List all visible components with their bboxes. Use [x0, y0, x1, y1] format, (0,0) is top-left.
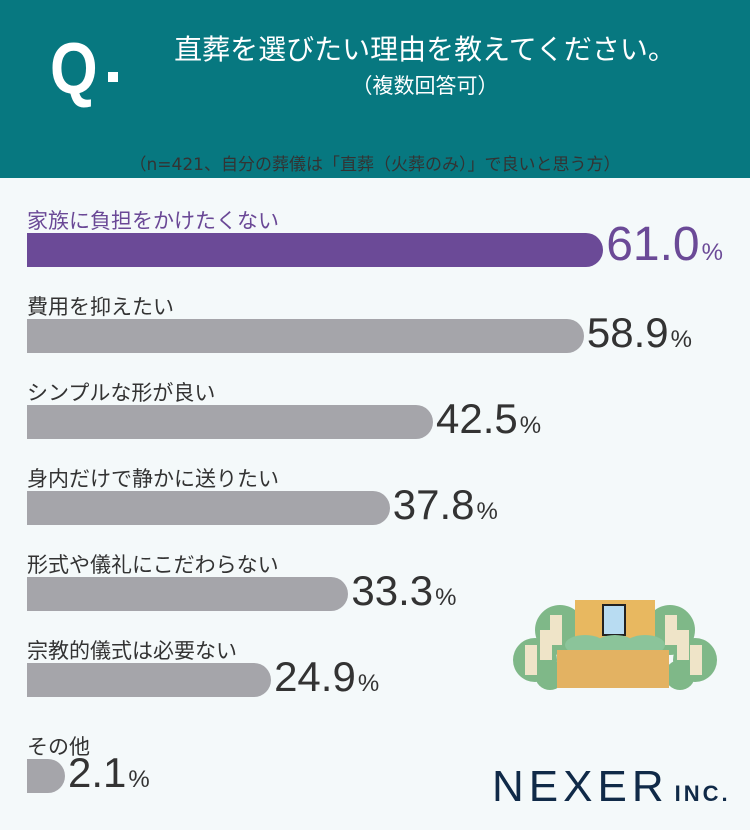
- bar-row: 形式や儀礼にこだわらない 33.3%: [27, 549, 456, 614]
- value-label: 61.0%: [606, 218, 723, 271]
- category-label: シンプルな形が良い: [27, 381, 216, 405]
- bar-row: 費用を抑えたい 58.9%: [27, 291, 692, 356]
- nexer-logo: NEXER INC.: [492, 762, 731, 812]
- value-label: 42.5%: [436, 395, 542, 442]
- category-label: 形式や儀礼にこだわらない: [27, 553, 279, 577]
- question-title: 直葬を選びたい理由を教えてください。: [174, 33, 676, 66]
- bar-row: 宗教的儀式は必要ない 24.9%: [27, 635, 379, 700]
- bar: [27, 233, 604, 267]
- bar: [27, 405, 433, 439]
- bar-row: シンプルな形が良い 42.5%: [27, 377, 541, 442]
- header-banner: Q 直葬を選びたい理由を教えてください。 （複数回答可）: [0, 0, 750, 178]
- bar: [27, 577, 349, 611]
- logo-suffix: INC.: [674, 781, 731, 806]
- question-subtitle: （複数回答可）: [351, 74, 499, 98]
- bar: [27, 491, 390, 525]
- value-label: 37.8%: [392, 481, 498, 528]
- bar-row: 家族に負担をかけたくない 61.0%: [27, 205, 723, 271]
- category-label: 身内だけで静かに送りたい: [27, 467, 279, 491]
- value-label: 24.9%: [274, 653, 380, 700]
- bar: [27, 319, 584, 353]
- category-label: 家族に負担をかけたくない: [27, 209, 279, 233]
- q-mark: Q: [50, 29, 98, 109]
- sample-note: （n=421、自分の葬儀は「直葬（火葬のみ）」で良いと思う方）: [129, 155, 621, 175]
- q-dot: [108, 72, 118, 82]
- category-label: 宗教的儀式は必要ない: [27, 639, 237, 663]
- value-label: 58.9%: [586, 309, 692, 356]
- bar-row: 身内だけで静かに送りたい 37.8%: [27, 463, 498, 528]
- value-label: 2.1%: [68, 749, 150, 796]
- value-label: 33.3%: [351, 567, 457, 614]
- category-label: その他: [27, 735, 90, 759]
- logo-main: NEXER: [492, 762, 669, 811]
- bar-row: その他 2.1%: [27, 731, 150, 796]
- funeral-altar-illustration: [513, 600, 717, 690]
- bar: [27, 663, 272, 697]
- bar: [27, 759, 65, 793]
- category-label: 費用を抑えたい: [27, 295, 174, 319]
